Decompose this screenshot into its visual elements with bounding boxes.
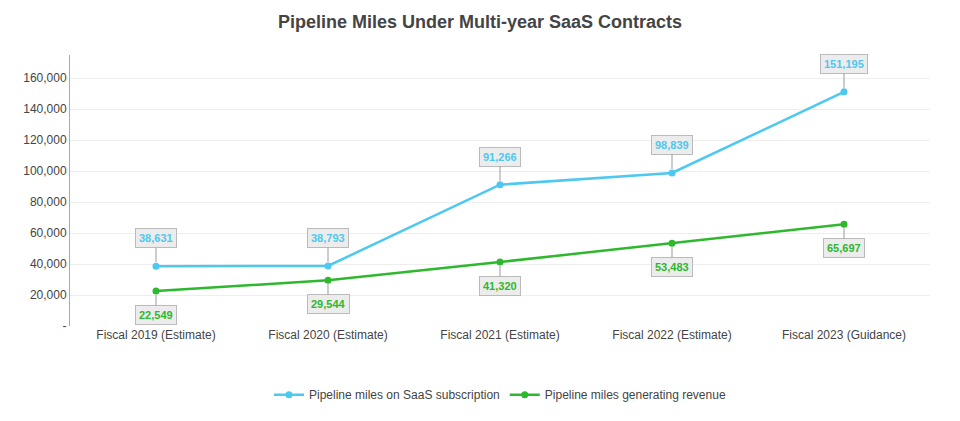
svg-text:20,000: 20,000: [30, 288, 67, 302]
svg-text:120,000: 120,000: [23, 133, 67, 147]
svg-text:91,266: 91,266: [483, 151, 517, 163]
svg-text:-: -: [63, 319, 67, 333]
svg-text:41,320: 41,320: [483, 280, 517, 292]
svg-text:Pipeline Miles Under Multi-yea: Pipeline Miles Under Multi-year SaaS Con…: [278, 12, 682, 32]
svg-text:80,000: 80,000: [30, 195, 67, 209]
svg-text:29,544: 29,544: [311, 298, 346, 310]
svg-text:40,000: 40,000: [30, 257, 67, 271]
svg-text:Fiscal 2021 (Estimate): Fiscal 2021 (Estimate): [440, 328, 559, 342]
svg-text:Pipeline miles generating reve: Pipeline miles generating revenue: [545, 388, 726, 402]
svg-text:22,549: 22,549: [139, 309, 173, 321]
svg-text:100,000: 100,000: [23, 164, 67, 178]
svg-text:Fiscal 2019 (Estimate): Fiscal 2019 (Estimate): [96, 328, 215, 342]
svg-text:65,697: 65,697: [827, 242, 861, 254]
svg-text:53,483: 53,483: [655, 261, 689, 273]
svg-text:151,195: 151,195: [824, 58, 864, 70]
svg-text:140,000: 140,000: [23, 102, 67, 116]
svg-text:Pipeline miles on SaaS subscri: Pipeline miles on SaaS subscription: [309, 388, 500, 402]
svg-text:38,631: 38,631: [139, 232, 173, 244]
svg-text:98,839: 98,839: [655, 139, 689, 151]
svg-text:160,000: 160,000: [23, 71, 67, 85]
svg-text:60,000: 60,000: [30, 226, 67, 240]
svg-text:38,793: 38,793: [311, 232, 345, 244]
svg-text:Fiscal 2022 (Estimate): Fiscal 2022 (Estimate): [612, 328, 731, 342]
svg-text:Fiscal 2023 (Guidance): Fiscal 2023 (Guidance): [782, 328, 906, 342]
svg-text:Fiscal 2020 (Estimate): Fiscal 2020 (Estimate): [268, 328, 387, 342]
